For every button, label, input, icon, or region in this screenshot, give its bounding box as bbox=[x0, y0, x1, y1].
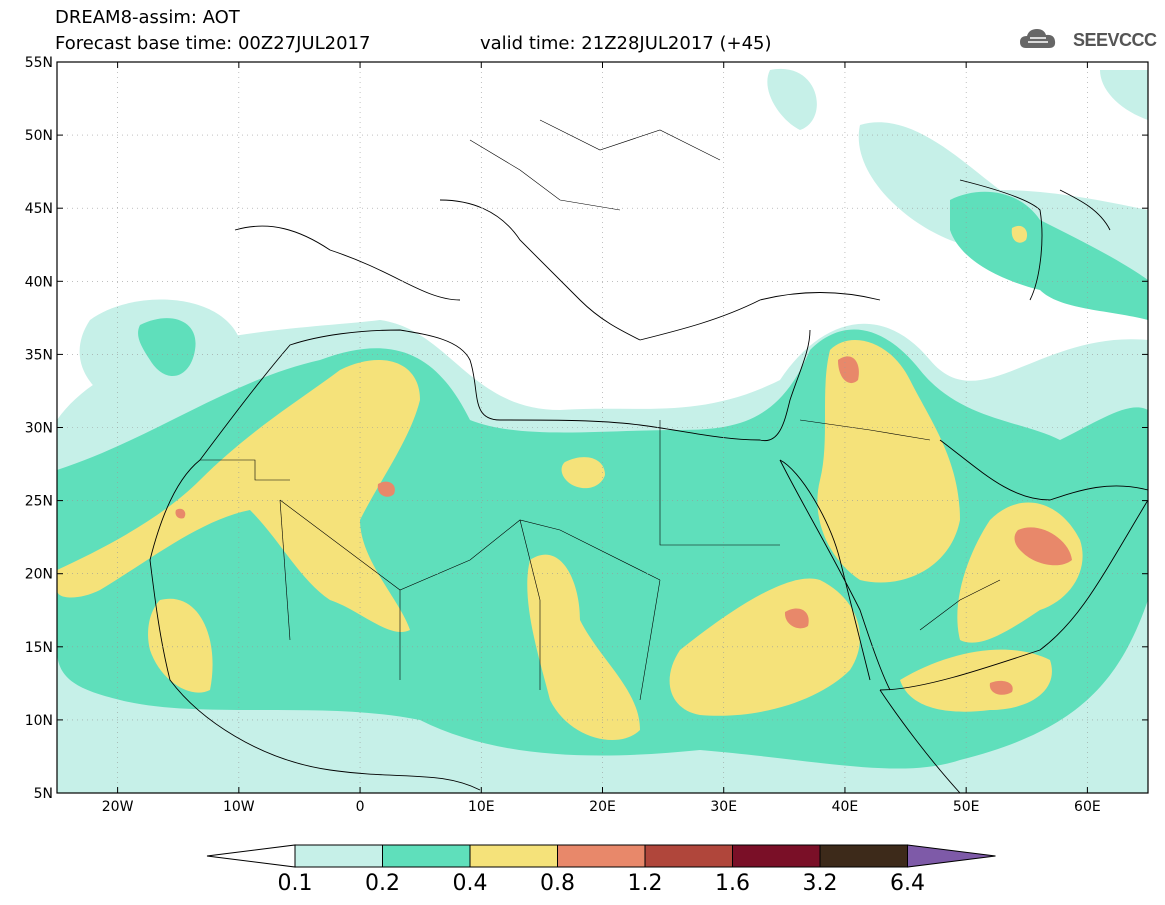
colorbar-segment bbox=[644, 844, 733, 868]
forecast-base-time: Forecast base time: 00Z27JUL2017 bbox=[55, 33, 371, 54]
colorbar-segment bbox=[557, 844, 646, 868]
lat-label: 10N bbox=[25, 713, 53, 729]
aot-band-0.8-sudan bbox=[784, 608, 809, 629]
lat-axis-labels: 55N 50N 45N 40N 35N 30N 25N 20N 15N 10N 5N bbox=[25, 55, 53, 802]
lat-label: 35N bbox=[25, 347, 53, 363]
aot-band-0.4-arabia bbox=[817, 340, 960, 583]
aot-band-0.8-yemen bbox=[989, 680, 1013, 695]
axis-ticks bbox=[57, 61, 1148, 794]
colorbar-label: 0.8 bbox=[540, 871, 575, 896]
aot-band-0.4-libya bbox=[561, 457, 605, 489]
lat-label: 25N bbox=[25, 494, 53, 510]
colorbar-label: 0.4 bbox=[452, 871, 488, 896]
lat-label: 45N bbox=[25, 201, 53, 217]
colorbar-label: 1.6 bbox=[715, 871, 750, 896]
cloud-icon bbox=[1020, 29, 1056, 48]
aot-band-0.4-sudan bbox=[669, 578, 860, 716]
lat-label: 15N bbox=[25, 640, 53, 656]
colorbar-label: 1.2 bbox=[627, 871, 663, 896]
country-borders bbox=[200, 119, 1001, 701]
aot-band-0.4-sahel-west bbox=[148, 598, 213, 693]
lon-label: 30E bbox=[710, 799, 737, 815]
valid-time: valid time: 21Z28JUL2017 (+45) bbox=[480, 33, 772, 54]
lon-label: 40E bbox=[832, 799, 859, 815]
aot-band-0.8-iraq bbox=[838, 356, 859, 384]
lon-label: 50E bbox=[953, 799, 980, 815]
colorbar-segment bbox=[819, 844, 908, 868]
lon-label: 60E bbox=[1074, 799, 1101, 815]
seevccc-logo: SEEVCCC bbox=[1073, 30, 1157, 50]
coastlines bbox=[149, 179, 1148, 793]
colorbar-label: 3.2 bbox=[802, 871, 838, 896]
colorbar-over-triangle bbox=[907, 844, 996, 868]
aot-band-0.4 bbox=[57, 360, 420, 633]
aot-band-0.4-yemen bbox=[900, 649, 1052, 712]
lon-label: 10E bbox=[468, 799, 495, 815]
colorbar-under-triangle bbox=[206, 844, 296, 868]
lat-label: 20N bbox=[25, 567, 53, 583]
colorbar-segment bbox=[294, 844, 383, 868]
lon-label: 0 bbox=[356, 799, 365, 815]
colorbar-label: 0.2 bbox=[365, 871, 400, 896]
aot-band-0.4-chad bbox=[527, 554, 640, 740]
colorbar-segment bbox=[469, 844, 558, 868]
aot-band-0.2-caspian bbox=[950, 191, 1148, 320]
lat-label: 30N bbox=[25, 421, 53, 437]
lon-axis-labels: 20W 10W 0 10E 20E 30E 40E 50E 60E bbox=[102, 799, 1101, 815]
aot-band-0.4-caspian bbox=[1011, 225, 1028, 243]
colorbar-label: 6.4 bbox=[890, 871, 925, 896]
lat-label: 55N bbox=[25, 55, 53, 71]
aot-band-0.2-atlantic bbox=[138, 318, 196, 377]
lat-label: 50N bbox=[25, 128, 53, 144]
lat-label: 40N bbox=[25, 274, 53, 290]
lon-label: 20E bbox=[589, 799, 616, 815]
map-title: DREAM8-assim: AOT bbox=[55, 7, 240, 28]
lon-label: 10W bbox=[223, 799, 255, 815]
grid-lines bbox=[57, 62, 1148, 793]
aot-band-0.8-algeria bbox=[377, 481, 395, 497]
colorbar-label: 0.1 bbox=[277, 871, 313, 896]
lat-label: 5N bbox=[34, 786, 53, 802]
colorbar bbox=[206, 844, 996, 868]
aot-band-0.8-oman bbox=[1014, 527, 1072, 566]
colorbar-segment bbox=[732, 844, 821, 868]
colorbar-segment bbox=[382, 844, 471, 868]
aot-contours bbox=[57, 68, 1148, 793]
aot-band-0.8-mauritania bbox=[175, 508, 186, 519]
lon-label: 20W bbox=[102, 799, 134, 815]
